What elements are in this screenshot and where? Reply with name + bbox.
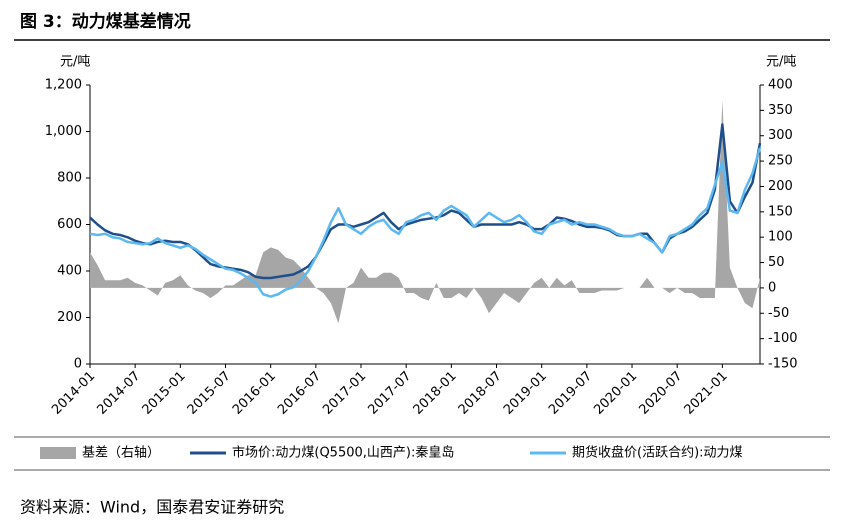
x-tick-label: 2020-01 bbox=[591, 369, 640, 418]
y2-tick-label: -150 bbox=[768, 357, 798, 372]
y-tick-label: 0 bbox=[74, 357, 82, 372]
y2-tick-label: -100 bbox=[768, 331, 798, 346]
y2-tick-label: 250 bbox=[768, 154, 793, 169]
y2-tick-label: 350 bbox=[768, 103, 793, 118]
legend-label: 期货收盘价(活跃合约):动力煤 bbox=[572, 445, 743, 461]
y-unit: 元/吨 bbox=[60, 55, 90, 70]
x-tick-label: 2021-01 bbox=[682, 369, 731, 418]
x-tick-label: 2019-07 bbox=[546, 369, 595, 418]
x-tick-label: 2015-07 bbox=[185, 369, 234, 418]
y-tick-label: 800 bbox=[57, 171, 82, 186]
x-tick-label: 2014-07 bbox=[94, 369, 143, 418]
legend-swatch bbox=[40, 447, 76, 459]
y2-tick-label: 0 bbox=[768, 280, 776, 295]
legend-label: 市场价:动力煤(Q5500,山西产):秦皇岛 bbox=[232, 445, 454, 461]
x-tick-label: 2016-01 bbox=[230, 369, 279, 418]
price-line bbox=[89, 123, 762, 280]
y2-tick-label: 400 bbox=[768, 78, 793, 93]
x-tick-label: 2017-07 bbox=[365, 369, 414, 418]
x-tick-label: 2018-07 bbox=[456, 369, 505, 418]
y2-tick-label: 150 bbox=[768, 204, 793, 219]
y2-tick-label: 300 bbox=[768, 128, 793, 143]
chart-title: 图 3：动力煤基差情况 bbox=[20, 11, 191, 32]
y2-tick-label: 50 bbox=[768, 255, 785, 270]
x-tick-label: 2015-01 bbox=[140, 369, 189, 418]
x-tick-label: 2016-07 bbox=[275, 369, 324, 418]
source-note: 资料来源：Wind，国泰君安证券研究 bbox=[20, 498, 284, 517]
x-tick-label: 2017-01 bbox=[320, 369, 369, 418]
y-tick-label: 1,200 bbox=[45, 78, 82, 93]
y-tick-label: 600 bbox=[57, 217, 82, 232]
y-tick-label: 1,000 bbox=[45, 124, 82, 139]
y2-tick-label: 200 bbox=[768, 179, 793, 194]
x-tick-label: 2020-07 bbox=[636, 369, 685, 418]
y-tick-label: 400 bbox=[57, 264, 82, 279]
y2-unit: 元/吨 bbox=[766, 55, 796, 70]
y2-tick-label: -50 bbox=[768, 306, 789, 321]
x-tick-label: 2019-01 bbox=[501, 369, 550, 418]
y-tick-label: 200 bbox=[57, 310, 82, 325]
x-tick-label: 2018-01 bbox=[411, 369, 460, 418]
x-tick-label: 2014-01 bbox=[49, 369, 98, 418]
y2-tick-label: 100 bbox=[768, 230, 793, 245]
basis-area bbox=[90, 100, 760, 324]
price-line bbox=[89, 147, 762, 298]
legend-label: 基差（右轴） bbox=[82, 446, 160, 461]
